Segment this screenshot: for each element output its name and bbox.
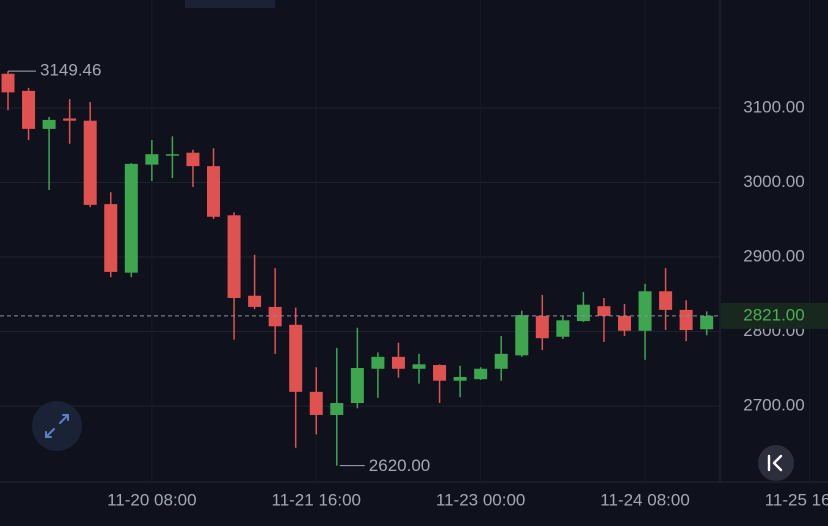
grid [0,107,720,407]
expand-button-bg[interactable] [32,401,82,451]
candle-body [350,368,364,404]
candle-body [412,364,426,369]
candle-body [597,306,611,316]
candle-body [515,315,529,356]
candle-body [371,356,385,369]
candle-body [638,291,652,331]
x-tick-label: 11-25 16:00 [765,490,828,509]
candle-body [576,304,590,322]
x-tick-label: 11-21 16:00 [272,490,361,509]
scroll-latest-icon [767,454,783,472]
candle-body [556,320,570,337]
candle-body [124,163,138,273]
candle-body [1,73,15,93]
candle-body [104,204,118,272]
candle-body [268,306,282,327]
candle-body [42,119,56,129]
scroll-latest-bg[interactable] [758,445,794,481]
candle-body [63,118,77,121]
candle-body [186,152,200,167]
expand-icon [45,414,69,438]
last-price-label: 2821.00 [743,305,804,324]
last-price-box [721,302,828,329]
y-tick-label: 3100.00 [743,98,804,117]
y-tick-label: 2900.00 [743,247,804,266]
scroll-latest-button[interactable] [758,445,794,481]
candle-body [453,376,467,381]
candle-body [145,154,159,165]
candle-body [433,365,447,381]
y-tick-label: 2700.00 [743,395,804,414]
candle-body [679,309,693,331]
x-tick-label: 11-20 08:00 [107,490,196,509]
candle-body [659,291,673,310]
top-tab [185,0,275,8]
min-marker-label: 2620.00 [369,456,430,475]
candle-body [494,353,508,369]
candle-body [227,215,241,298]
y-tick-label: 3000.00 [743,172,804,191]
candle-body [309,391,323,415]
candle-body [330,403,344,415]
candle-body [700,315,714,330]
labels: 2700.002800.002900.003000.003100.0011-20… [0,61,828,509]
candle-body [289,324,303,392]
x-tick-label: 11-24 08:00 [600,490,689,509]
x-tick-label: 11-23 00:00 [436,490,525,509]
candle-body [22,90,36,129]
max-marker-label: 3149.46 [40,61,101,80]
candles [1,71,714,466]
candle-body [535,315,549,339]
candle-body [248,295,262,307]
candle-body [474,368,488,380]
expand-button[interactable] [32,401,82,451]
candle-body [618,315,631,331]
candle-body [207,166,220,217]
candle-body [165,154,179,156]
candle-body [391,356,405,369]
candle-body [83,120,97,205]
